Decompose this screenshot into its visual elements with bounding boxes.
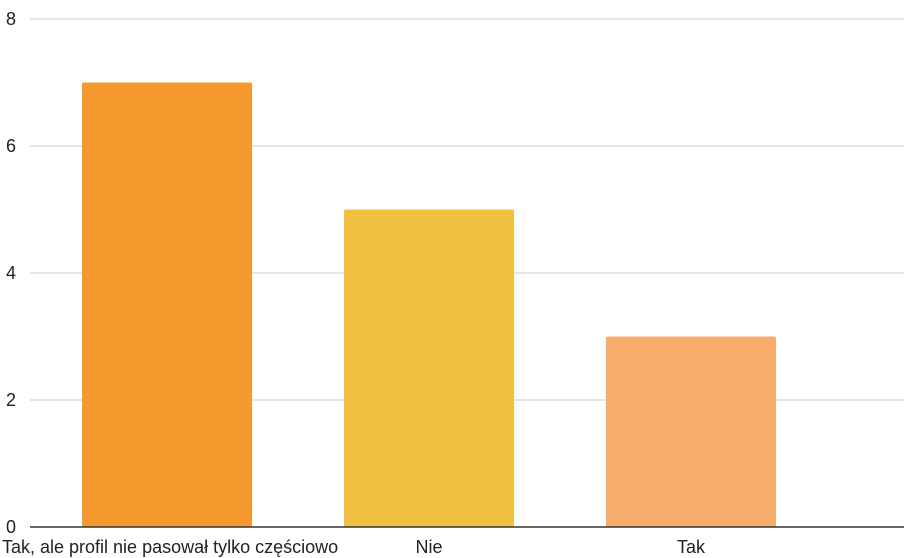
x-category-label: Tak, ale profil nie pasował tylko części… [2, 537, 338, 557]
bar-3 [606, 336, 776, 527]
bar-1 [82, 82, 252, 527]
bars [82, 82, 776, 527]
x-category-label: Tak [677, 537, 706, 557]
x-axis-category-labels: Tak, ale profil nie pasował tylko części… [2, 537, 706, 557]
x-category-label: Nie [415, 537, 442, 557]
y-axis-tick-labels: 0 2 4 6 8 [6, 9, 16, 537]
y-tick-label: 8 [6, 9, 16, 29]
y-tick-label: 2 [6, 390, 16, 410]
y-tick-label: 6 [6, 136, 16, 156]
y-tick-label: 0 [6, 517, 16, 537]
y-tick-label: 4 [6, 263, 16, 283]
bar-2 [344, 209, 514, 527]
